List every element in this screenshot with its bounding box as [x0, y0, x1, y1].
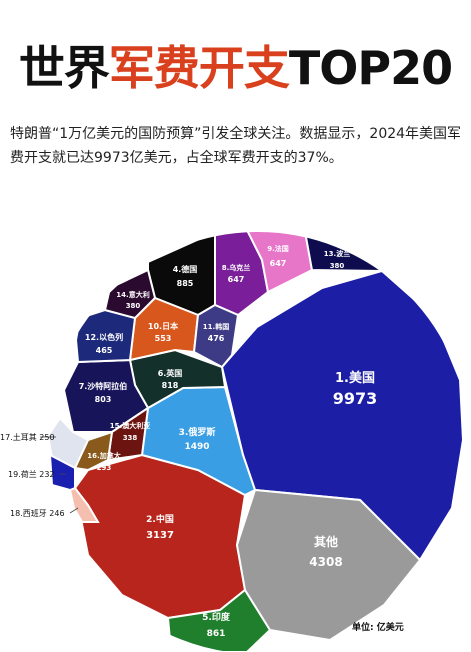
- cell-label-11: 11.韩国: [203, 322, 229, 331]
- cell-label-7: 7.沙特阿拉伯: [79, 381, 128, 391]
- subtitle-text: 特朗普“1万亿美元的国防预算”引发全球关注。数据显示，2024年美国军费开支就已…: [10, 126, 462, 166]
- cell-value-1: 9973: [333, 389, 378, 408]
- cell-value-7: 803: [95, 395, 112, 404]
- cell-value-2: 3137: [146, 530, 174, 541]
- cell-label-8: 8.乌克兰: [222, 263, 251, 272]
- cell-value-10: 553: [155, 334, 172, 343]
- unit-label: 单位: 亿美元: [352, 623, 404, 633]
- leader-line-18: [69, 507, 79, 514]
- cell-value-13: 380: [330, 262, 345, 270]
- cell-label-20: 其他: [314, 534, 338, 549]
- cell-label-1: 1.美国: [335, 370, 375, 386]
- cell-value-14: 380: [126, 302, 141, 310]
- chart-outline: [45, 230, 471, 652]
- watermark-text: @苦苦今: [398, 631, 435, 641]
- cell-label-10: 10.日本: [148, 321, 178, 331]
- cell-label-19: 19.荷兰 232: [8, 469, 55, 479]
- cell-label-4: 4.德国: [173, 264, 198, 274]
- cell-value-4: 885: [177, 279, 194, 288]
- cell-label-18: 18.西班牙 246: [10, 508, 65, 518]
- cell-value-15: 338: [123, 434, 138, 442]
- cell-label-17: 17.土耳其 250: [0, 432, 55, 442]
- cell-label-14: 14.意大利: [116, 290, 149, 299]
- cell-label-9: 9.法国: [267, 244, 289, 253]
- title-part-1: 世界: [18, 41, 110, 95]
- page-title: 世界军费开支TOP20: [0, 42, 471, 94]
- cell-label-13: 13.波兰: [324, 249, 350, 258]
- cell-value-11: 476: [208, 334, 225, 343]
- cell-label-3: 3.俄罗斯: [179, 426, 216, 438]
- cell-label-2: 2.中国: [146, 513, 174, 525]
- cell-19: [48, 453, 76, 492]
- cell-20: [235, 488, 422, 642]
- cell-label-12: 12.以色列: [85, 332, 123, 342]
- cell-label-6: 6.英国: [158, 368, 183, 378]
- cell-value-8: 647: [228, 275, 245, 284]
- cell-9: [244, 231, 314, 294]
- cell-14: [103, 268, 157, 320]
- cell-value-12: 465: [96, 346, 113, 355]
- cell-label-16: 16.加拿大: [87, 451, 120, 460]
- title-part-3: TOP20: [288, 41, 453, 95]
- cell-value-16: 293: [97, 464, 112, 472]
- cell-label-5: 5.印度: [202, 611, 231, 623]
- cell-value-3: 1490: [184, 442, 209, 452]
- cell-11: [192, 303, 240, 369]
- title-part-2: 军费开支: [108, 41, 290, 95]
- cell-value-9: 647: [270, 259, 287, 268]
- cell-value-5: 861: [207, 629, 226, 639]
- cell-value-6: 818: [162, 381, 179, 390]
- cell-value-20: 4308: [309, 555, 342, 569]
- cell-label-15: 15.澳大利亚: [110, 421, 150, 430]
- chart-cells: [46, 231, 465, 652]
